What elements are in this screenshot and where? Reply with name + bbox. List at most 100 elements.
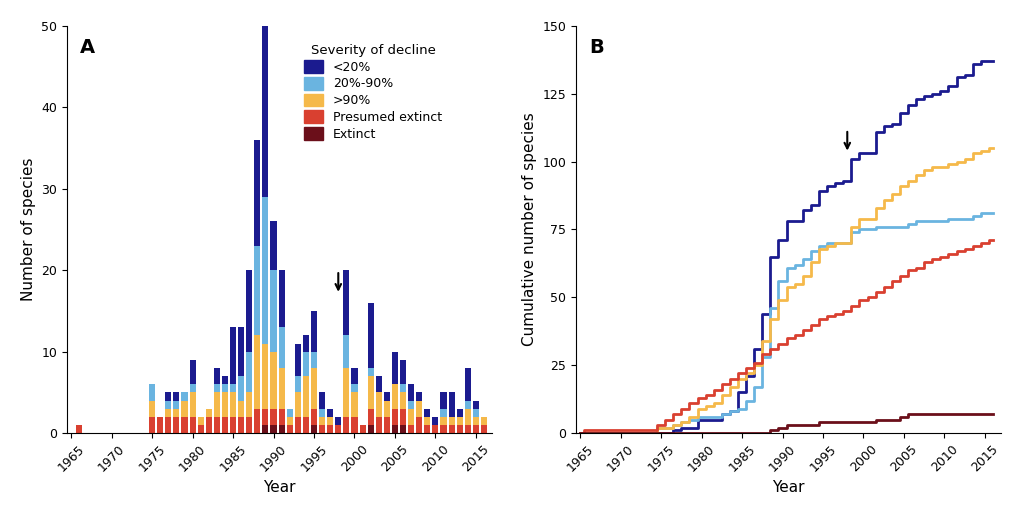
- Bar: [254, 335, 260, 409]
- Bar: [319, 425, 326, 433]
- Bar: [440, 393, 446, 409]
- Bar: [473, 417, 479, 425]
- Bar: [303, 335, 309, 352]
- Bar: [424, 425, 430, 433]
- Bar: [359, 425, 366, 433]
- Bar: [206, 417, 212, 433]
- Bar: [409, 384, 414, 400]
- Bar: [262, 425, 268, 433]
- Bar: [343, 335, 349, 368]
- Bar: [319, 417, 326, 425]
- Bar: [262, 409, 268, 425]
- Bar: [254, 409, 260, 433]
- Bar: [214, 368, 220, 384]
- Bar: [173, 417, 179, 433]
- Bar: [343, 368, 349, 417]
- Bar: [181, 400, 187, 417]
- Bar: [457, 417, 463, 425]
- Bar: [222, 417, 228, 433]
- Bar: [400, 425, 407, 433]
- Bar: [432, 425, 438, 433]
- Bar: [279, 425, 285, 433]
- Bar: [239, 400, 244, 417]
- Bar: [400, 393, 407, 409]
- Bar: [440, 417, 446, 425]
- Bar: [287, 409, 293, 417]
- Bar: [465, 425, 471, 433]
- Bar: [198, 417, 204, 425]
- Bar: [230, 327, 237, 384]
- Bar: [150, 400, 156, 417]
- Bar: [214, 384, 220, 393]
- Y-axis label: Cumulative number of species: Cumulative number of species: [522, 112, 537, 346]
- Bar: [189, 360, 196, 384]
- Bar: [189, 393, 196, 417]
- Bar: [457, 425, 463, 433]
- Bar: [416, 400, 422, 417]
- Bar: [230, 384, 237, 393]
- Bar: [311, 352, 317, 368]
- Bar: [150, 417, 156, 433]
- Bar: [165, 409, 171, 417]
- Bar: [416, 417, 422, 433]
- Bar: [440, 409, 446, 417]
- Bar: [303, 352, 309, 376]
- Bar: [262, 197, 268, 344]
- Bar: [303, 417, 309, 433]
- Bar: [181, 417, 187, 433]
- Bar: [465, 400, 471, 409]
- Bar: [262, 344, 268, 409]
- Bar: [311, 409, 317, 425]
- Bar: [246, 352, 252, 393]
- Bar: [295, 376, 301, 393]
- Bar: [206, 409, 212, 417]
- Bar: [222, 376, 228, 384]
- Bar: [392, 352, 398, 384]
- Bar: [270, 221, 276, 270]
- Bar: [239, 417, 244, 433]
- Bar: [270, 425, 276, 433]
- Bar: [189, 417, 196, 433]
- Bar: [432, 417, 438, 425]
- Bar: [262, 26, 268, 197]
- Bar: [481, 417, 487, 425]
- Bar: [400, 409, 407, 425]
- Bar: [157, 417, 163, 433]
- Bar: [351, 393, 357, 417]
- Bar: [173, 400, 179, 409]
- Bar: [335, 417, 341, 425]
- Bar: [295, 393, 301, 417]
- Bar: [327, 417, 333, 425]
- Bar: [351, 384, 357, 393]
- Bar: [449, 425, 455, 433]
- Bar: [473, 409, 479, 417]
- Bar: [230, 417, 237, 433]
- Bar: [173, 409, 179, 417]
- Bar: [424, 409, 430, 417]
- Bar: [368, 376, 374, 409]
- Bar: [279, 368, 285, 409]
- Bar: [327, 425, 333, 433]
- Bar: [351, 417, 357, 433]
- Bar: [198, 425, 204, 433]
- Bar: [343, 417, 349, 433]
- Bar: [239, 376, 244, 400]
- Bar: [392, 425, 398, 433]
- Bar: [254, 140, 260, 246]
- Bar: [409, 425, 414, 433]
- Bar: [368, 303, 374, 368]
- Bar: [409, 409, 414, 425]
- Bar: [400, 384, 407, 393]
- Bar: [319, 393, 326, 409]
- Bar: [239, 327, 244, 376]
- Bar: [457, 409, 463, 417]
- Bar: [230, 393, 237, 417]
- Text: B: B: [589, 38, 603, 57]
- Bar: [222, 384, 228, 393]
- Bar: [319, 409, 326, 417]
- Bar: [409, 400, 414, 409]
- Bar: [222, 393, 228, 417]
- Bar: [246, 393, 252, 417]
- Y-axis label: Number of species: Number of species: [20, 158, 36, 301]
- Bar: [400, 360, 407, 384]
